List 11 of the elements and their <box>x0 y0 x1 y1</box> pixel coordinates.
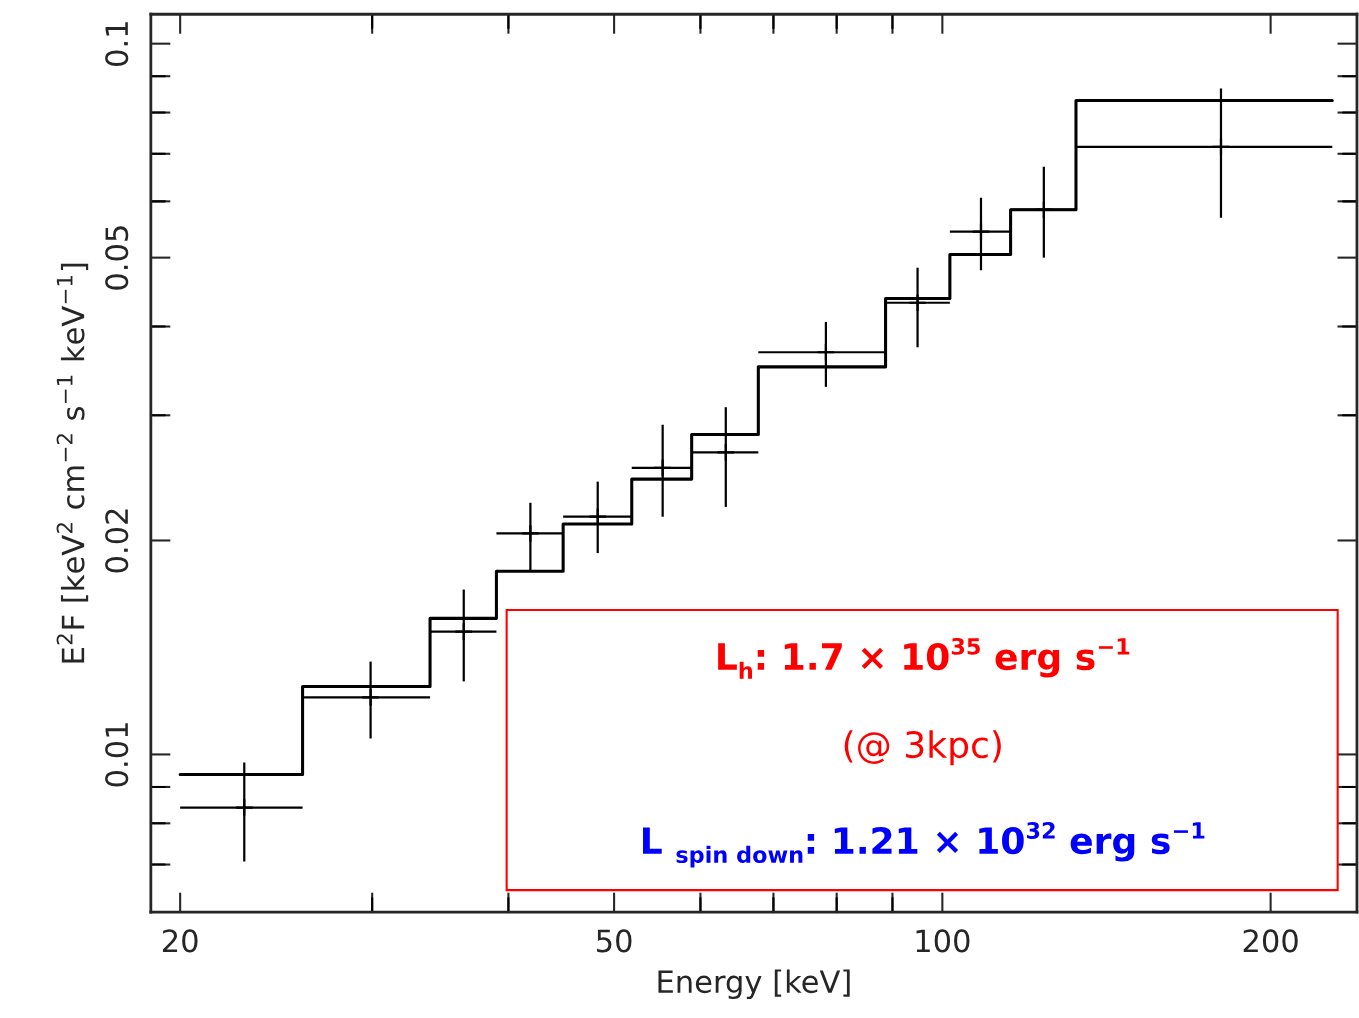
x-tick-label: 20 <box>162 929 198 953</box>
annotation: (@ 3kpc) <box>844 730 1001 766</box>
x-tick-label: 100 <box>916 929 970 953</box>
y-tick-label: 0.1 <box>105 22 129 66</box>
y-tick-label: 0.02 <box>105 509 129 573</box>
x-axis-title: Energy [keV] <box>658 969 850 1000</box>
text: E$^{2}$F [keV$^{2}$ cm$^{−2}$ s$^{−1}$ keV$^{−1}$] <box>56 263 89 663</box>
y-tick-label: 0.05 <box>105 226 129 290</box>
y-tick-label: 0.01 <box>105 723 129 787</box>
x-tick-label: 200 <box>1243 929 1298 953</box>
x-tick-label: 50 <box>597 929 632 953</box>
